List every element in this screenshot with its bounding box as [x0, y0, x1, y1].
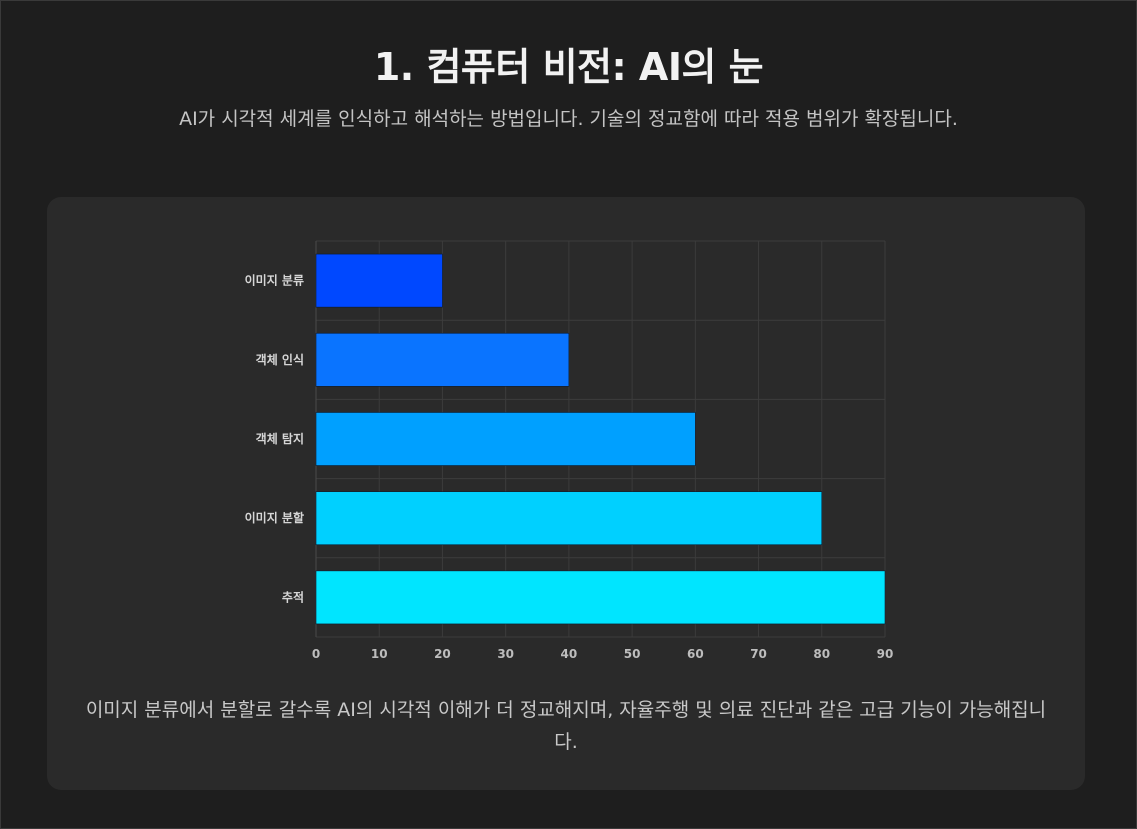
y-tick-label: 이미지 분할: [245, 510, 304, 525]
bar[interactable]: [315, 491, 823, 546]
x-tick-label: 0: [312, 647, 320, 661]
x-tick-label: 90: [877, 647, 894, 661]
x-axis-labels: 0 10 20 30 40 50 60 70 80 90: [312, 647, 894, 661]
y-tick-label: 객체 인식: [256, 352, 304, 367]
x-tick-label: 20: [434, 647, 451, 661]
x-tick-label: 30: [497, 647, 514, 661]
y-tick-label: 추적: [282, 589, 304, 604]
x-tick-label: 70: [750, 647, 767, 661]
bar[interactable]: [315, 570, 886, 625]
bar[interactable]: [315, 253, 443, 308]
bar[interactable]: [315, 332, 570, 387]
y-tick-label: 객체 탐지: [256, 431, 304, 446]
x-tick-label: 10: [371, 647, 388, 661]
page-subtitle: AI가 시각적 세계를 인식하고 해석하는 방법입니다. 기술의 정교함에 따라…: [179, 108, 958, 130]
y-tick-label: 이미지 분류: [245, 273, 304, 288]
x-tick-label: 60: [687, 647, 704, 661]
x-tick-label: 50: [624, 647, 641, 661]
bar[interactable]: [315, 412, 696, 466]
x-tick-label: 80: [813, 647, 830, 661]
chart-caption: 이미지 분류에서 분할로 갈수록 AI의 시각적 이해가 더 정교해지며, 자율…: [85, 699, 1047, 753]
chart-bars: [315, 253, 886, 625]
page-title: 1. 컴퓨터 비전: AI의 눈: [373, 45, 764, 89]
x-tick-label: 40: [561, 647, 578, 661]
